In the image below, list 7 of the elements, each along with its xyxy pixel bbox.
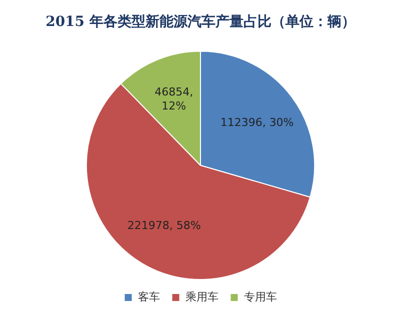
data-label: 46854, 12% [154, 86, 194, 113]
legend-label: 乘用车 [185, 290, 218, 304]
data-label: 221978, 58% [127, 218, 201, 232]
legend-label: 专用车 [244, 290, 277, 304]
chart-title: 2015 年各类型新能源汽车产量占比（单位：辆） [46, 13, 356, 30]
data-label: 112396, 30% [220, 116, 294, 129]
legend-label: 客车 [138, 290, 160, 304]
